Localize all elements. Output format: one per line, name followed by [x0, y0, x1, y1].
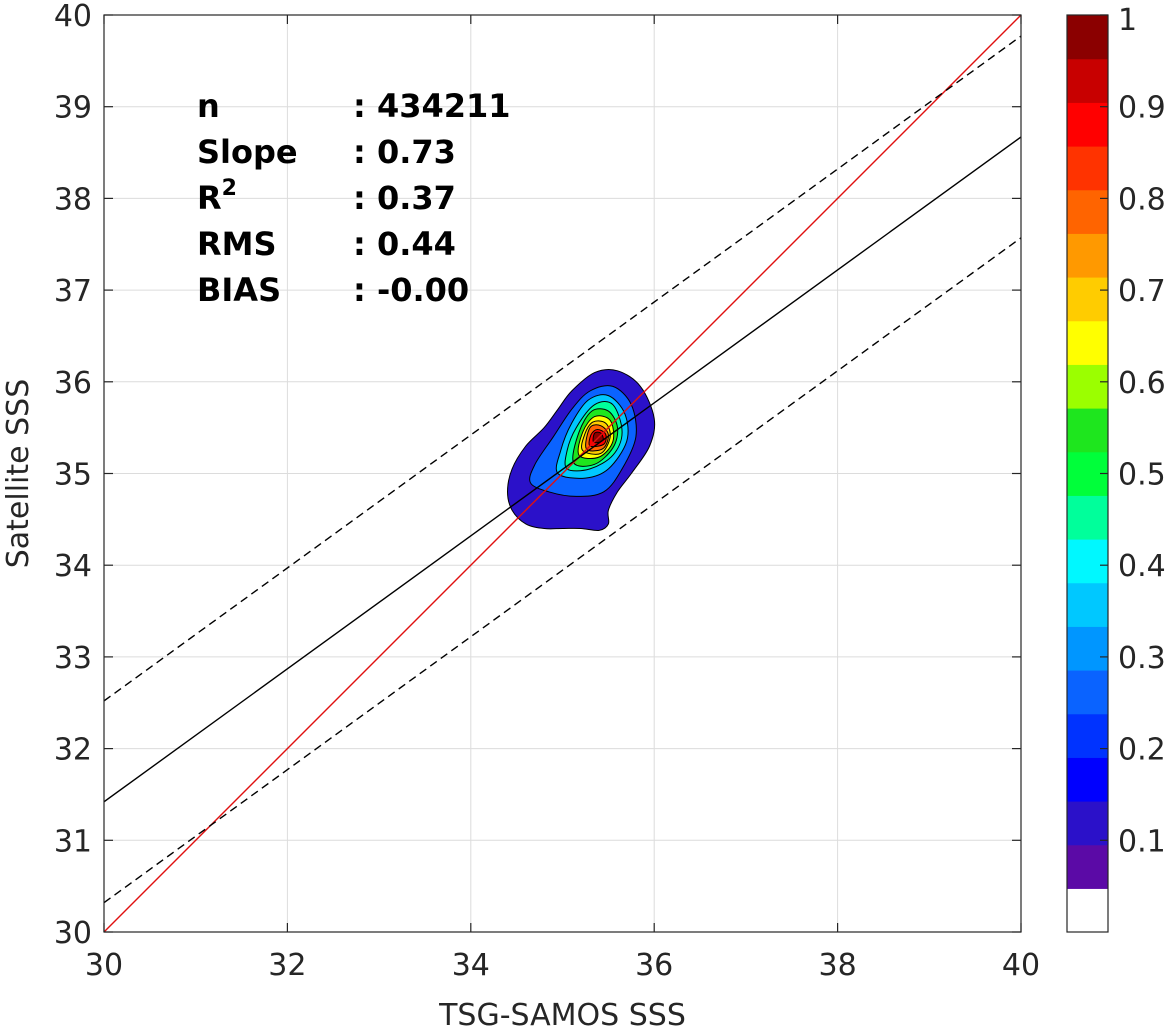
y-axis-title: Satellite SSS [1, 379, 36, 569]
y-tick-label: 35 [54, 458, 92, 493]
axis-ticks: 30 32 34 36 38 40 30 31 32 33 34 35 36 37 38 39 40 [54, 0, 1040, 983]
colorbar-tick-label: 0.3 [1118, 641, 1166, 676]
colorbar-tick-label: 0.2 [1118, 733, 1166, 768]
y-tick-label: 30 [54, 916, 92, 951]
stats-label: BIAS [197, 271, 281, 309]
colorbar-tick-label: 0.6 [1118, 366, 1166, 401]
regression-fit-line [104, 136, 1021, 803]
y-tick-label: 34 [54, 549, 92, 584]
colorbar-segment [1067, 626, 1108, 671]
stats-value: : 0.44 [353, 225, 456, 263]
stats-value: : 434211 [353, 87, 511, 125]
colorbar-segment [1067, 757, 1108, 802]
x-tick-label: 30 [85, 948, 123, 983]
colorbar-tick-label: 0.9 [1118, 91, 1166, 126]
y-tick-label: 31 [54, 824, 92, 859]
y-tick-label: 40 [54, 0, 92, 34]
colorbar: 0.1 0.2 0.3 0.4 0.5 0.6 0.7 0.8 0.9 1 [1066, 3, 1166, 933]
colorbar-tick-label: 0.5 [1118, 458, 1166, 493]
colorbar-segment [1067, 844, 1108, 889]
y-tick-label: 33 [54, 641, 92, 676]
stats-superscript: 2 [222, 176, 237, 201]
colorbar-segment [1067, 277, 1108, 322]
lower-bound-line [104, 237, 1021, 904]
colorbar-segment [1067, 102, 1108, 147]
stats-label: RMS [197, 225, 277, 263]
colorbar-segment [1067, 888, 1108, 933]
stats-value: : 0.73 [353, 133, 456, 171]
colorbar-segment [1067, 189, 1108, 234]
colorbar-segment [1067, 539, 1108, 584]
y-tick-label: 36 [54, 366, 92, 401]
y-tick-label: 39 [54, 91, 92, 126]
colorbar-segment [1067, 713, 1108, 758]
reference-lines [104, 15, 1021, 932]
x-tick-label: 38 [819, 948, 857, 983]
colorbar-tick-label: 0.4 [1118, 549, 1166, 584]
colorbar-segment [1067, 233, 1108, 278]
colorbar-tick-label: 1 [1118, 3, 1137, 38]
upper-bound-line [104, 35, 1021, 702]
y-tick-label: 38 [54, 182, 92, 217]
colorbar-segment [1067, 15, 1108, 60]
colorbar-segment [1067, 801, 1108, 846]
colorbar-segment [1067, 146, 1108, 191]
y-tick-label: 32 [54, 733, 92, 768]
x-tick-label: 40 [1002, 948, 1040, 983]
colorbar-segment [1067, 320, 1108, 365]
stats-box: n : 434211 Slope : 0.73 R2 : 0.37 RMS : 0.44 BIA… [197, 87, 511, 309]
x-axis-title: TSG-SAMOS SSS [438, 998, 686, 1028]
x-tick-label: 36 [635, 948, 673, 983]
x-tick-label: 32 [268, 948, 306, 983]
x-tick-label: 34 [452, 948, 490, 983]
colorbar-tick-label: 0.8 [1118, 182, 1166, 217]
colorbar-tick-label: 0.7 [1118, 274, 1166, 309]
colorbar-segment [1067, 364, 1108, 409]
colorbar-segment [1067, 670, 1108, 715]
stats-label: R2 [197, 176, 237, 217]
colorbar-segment [1067, 58, 1108, 103]
stats-value: : -0.00 [353, 271, 469, 309]
stats-label: Slope [197, 133, 298, 171]
colorbar-tick-label: 0.1 [1118, 824, 1166, 859]
one-to-one-line [104, 15, 1021, 932]
stats-label: n [197, 87, 220, 125]
colorbar-segment [1067, 408, 1108, 453]
colorbar-segment [1067, 582, 1108, 627]
stats-value: : 0.37 [353, 179, 456, 217]
y-tick-label: 37 [54, 274, 92, 309]
colorbar-segment [1067, 495, 1108, 540]
